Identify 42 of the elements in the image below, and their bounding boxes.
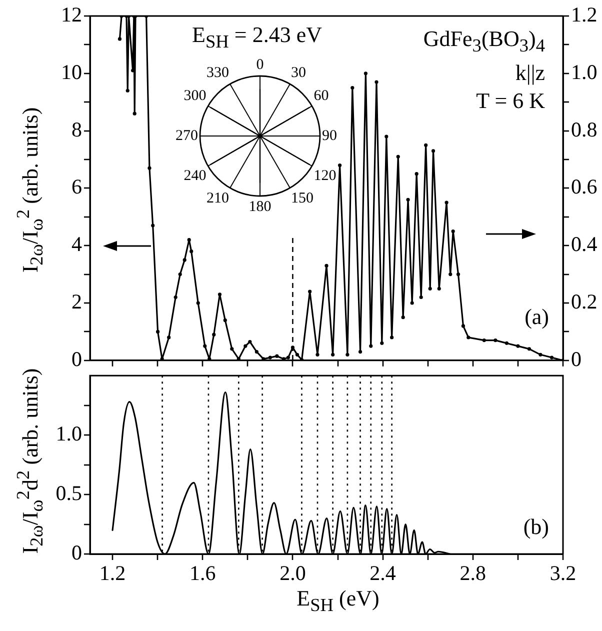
y-tick-label: 1.0: [56, 422, 82, 446]
x-tick-label: 2.0: [280, 561, 306, 586]
annotation: T = 6 K: [476, 88, 545, 113]
annotation: (b): [523, 514, 549, 539]
x-tick-label: 1.6: [189, 561, 216, 586]
x-tick-label: 2.4: [370, 561, 396, 586]
y2-tick-label: 0.8: [571, 117, 598, 142]
spoke-label: 0: [256, 56, 264, 73]
chart-title: E$_{SH}$ = 2.43 eV: [191, 22, 323, 52]
x-tick-label: 3.2: [550, 561, 576, 586]
y2-tick-label: 1.2: [571, 2, 598, 27]
y-tick-label: 4: [72, 232, 82, 256]
spoke-label: 210: [206, 190, 229, 207]
annotation: k||z: [515, 60, 545, 85]
spoke-label: 30: [291, 65, 306, 82]
spoke-label: 180: [248, 198, 272, 215]
spoke-label: 120: [314, 168, 336, 184]
y-tick-label: 10: [61, 60, 82, 84]
spoke-label: 330: [206, 65, 229, 82]
y2-tick-label: 0.4: [571, 232, 598, 256]
y2-tick-label: 0.6: [571, 174, 598, 199]
y2-tick-label: 0: [571, 346, 582, 371]
y-tick-label: 8: [72, 117, 82, 142]
spoke-label: 240: [184, 168, 206, 184]
spoke-label: 150: [291, 190, 314, 207]
y-tick-label: 0.5: [56, 481, 82, 506]
y-tick-label: 2: [72, 290, 82, 314]
spoke-label: 90: [322, 128, 337, 144]
y2-tick-label: 0.2: [571, 290, 598, 314]
annotation: GdFe$_{3}$(BO$_{3}$)$_{4}$: [423, 26, 545, 56]
y-tick-label: 0: [72, 540, 82, 565]
annotation: (a): [524, 304, 549, 329]
spoke-label: 60: [314, 88, 329, 104]
x-axis-title: E$_{SH}$ (eV): [296, 586, 380, 616]
x-tick-label: 1.2: [99, 561, 126, 586]
y-tick-label: 6: [72, 174, 82, 199]
y-tick-label: 0: [72, 346, 82, 371]
spoke-label: 270: [176, 128, 198, 144]
y-tick-label: 12: [61, 2, 82, 27]
spoke-label: 300: [184, 88, 206, 104]
y2-tick-label: 1.0: [571, 60, 598, 84]
x-tick-label: 2.8: [460, 561, 486, 586]
